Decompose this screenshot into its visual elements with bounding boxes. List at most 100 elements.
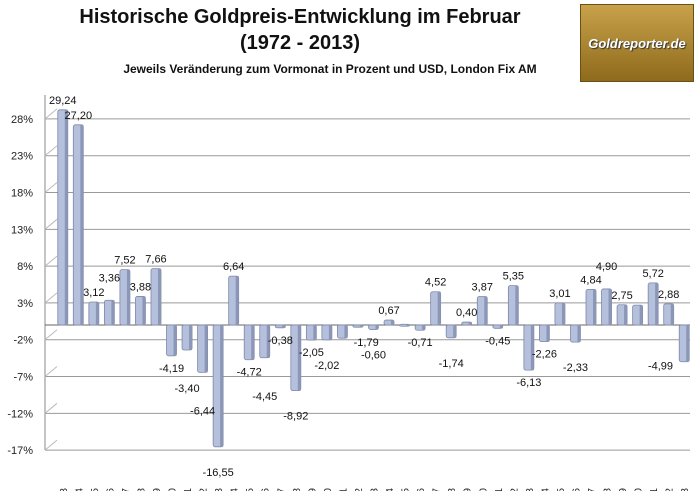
bar-shade (468, 322, 472, 325)
data-label: -0,38 (268, 335, 293, 347)
gridline-depth (44, 255, 58, 267)
bar-shade (282, 325, 286, 328)
data-label: 27,20 (65, 110, 93, 122)
data-label: 3,12 (83, 287, 104, 299)
data-label: 5,72 (642, 268, 663, 280)
bar-shade (95, 302, 99, 325)
data-label: 4,52 (425, 277, 446, 289)
x-tick-label: 1979 (152, 488, 163, 491)
bar-shade (80, 124, 84, 325)
x-tick-label: 1982 (199, 488, 210, 491)
bar-shade (624, 304, 628, 325)
bar-shade (593, 289, 597, 325)
bar-shade (235, 276, 239, 325)
bar-shade (608, 288, 612, 325)
x-tick-label: 1987 (276, 488, 287, 491)
gridline-depth (44, 439, 58, 451)
bar-shade (437, 291, 441, 325)
x-tick-label: 2005 (556, 488, 567, 491)
data-label: -4,19 (159, 363, 184, 375)
bar-shade (515, 285, 519, 325)
y-tick-label: 23% (11, 151, 33, 163)
chart-title-years: (1972 - 2013) (239, 32, 361, 54)
bar-shade (126, 269, 130, 325)
x-tick-label: 2012 (665, 488, 676, 491)
x-tick-label: 2007 (587, 488, 598, 491)
data-label: -6,13 (516, 377, 541, 389)
x-tick-label: 1990 (323, 488, 334, 491)
bar-shade (344, 325, 348, 339)
bar-shade (670, 303, 674, 325)
data-label: -6,44 (190, 405, 215, 417)
data-label: -1,79 (354, 337, 379, 349)
chart-subtitle: Jeweils Veränderung zum Vormonat in Proz… (123, 62, 537, 76)
bar-shade (406, 324, 410, 327)
data-label: -0,60 (361, 349, 386, 361)
y-tick-label: 18% (11, 188, 33, 200)
x-tick-label: 2003 (525, 488, 536, 491)
x-tick-label: 1983 (214, 488, 225, 491)
bar-shade (266, 325, 270, 358)
x-tick-label: 1998 (447, 488, 458, 491)
data-label: -2,05 (299, 347, 324, 359)
data-label: 3,88 (130, 281, 151, 293)
y-tick-label: -2% (13, 335, 33, 347)
y-tick-label: -17% (7, 445, 33, 457)
gridline-depth (44, 182, 58, 193)
bar-shade (157, 268, 161, 325)
data-label: -2,33 (563, 362, 588, 374)
x-tick-label: 2008 (603, 488, 614, 491)
x-tick-label: 1981 (183, 488, 194, 491)
x-tick-label: 2001 (494, 488, 505, 491)
bar-shade (655, 282, 659, 325)
bar-shade (297, 325, 301, 391)
data-label: -2,02 (314, 360, 339, 372)
x-tick-label: 2006 (571, 488, 582, 491)
chart-title: Historische Goldpreis-Entwicklung im Feb… (79, 6, 521, 28)
gridline-depth (44, 108, 58, 120)
bar-shade (375, 325, 379, 330)
x-tick-label: 2010 (634, 488, 645, 491)
x-tick-label: 1980 (168, 488, 179, 491)
data-label: 4,84 (580, 274, 601, 286)
data-label: -3,40 (175, 383, 200, 395)
data-label: 5,35 (503, 271, 524, 283)
bar-shade (111, 300, 115, 325)
data-label: 2,75 (611, 290, 632, 302)
x-tick-label: 1976 (105, 488, 116, 491)
x-tick-label: 2011 (649, 488, 660, 491)
gridline-depth (44, 402, 58, 414)
x-tick-label: 1993 (370, 488, 381, 491)
y-tick-label: 13% (11, 224, 33, 236)
data-label: -4,45 (252, 391, 277, 403)
gridline-depth (44, 292, 58, 304)
bar-shade (422, 325, 426, 331)
data-label: -16,55 (203, 467, 234, 479)
bar-shade (577, 325, 581, 343)
data-label: 6,64 (223, 261, 244, 273)
data-label: -4,72 (237, 367, 262, 379)
x-tick-label: 1991 (338, 488, 349, 491)
bar-shade (686, 325, 690, 362)
x-tick-label: 1999 (463, 488, 474, 491)
x-tick-label: 1975 (90, 488, 101, 491)
gridline-depth (44, 218, 58, 230)
bar-shade (220, 325, 224, 447)
bar-shade (639, 305, 643, 325)
x-tick-label: 1996 (416, 488, 427, 491)
x-tick-label: 1984 (230, 488, 241, 491)
bar-shade (173, 325, 177, 356)
bar-shade (251, 325, 255, 360)
x-tick-label: 1989 (307, 488, 318, 491)
data-label: 0,40 (456, 307, 477, 319)
x-tick-label: 1988 (292, 488, 303, 491)
x-tick-label: 1985 (245, 488, 256, 491)
y-tick-label: -12% (7, 408, 33, 420)
data-label: -0,45 (485, 335, 510, 347)
bar-shade (142, 296, 146, 325)
data-label: 0,67 (378, 305, 399, 317)
bar-shade (484, 296, 488, 325)
logo: Goldreporter.de (580, 4, 694, 82)
